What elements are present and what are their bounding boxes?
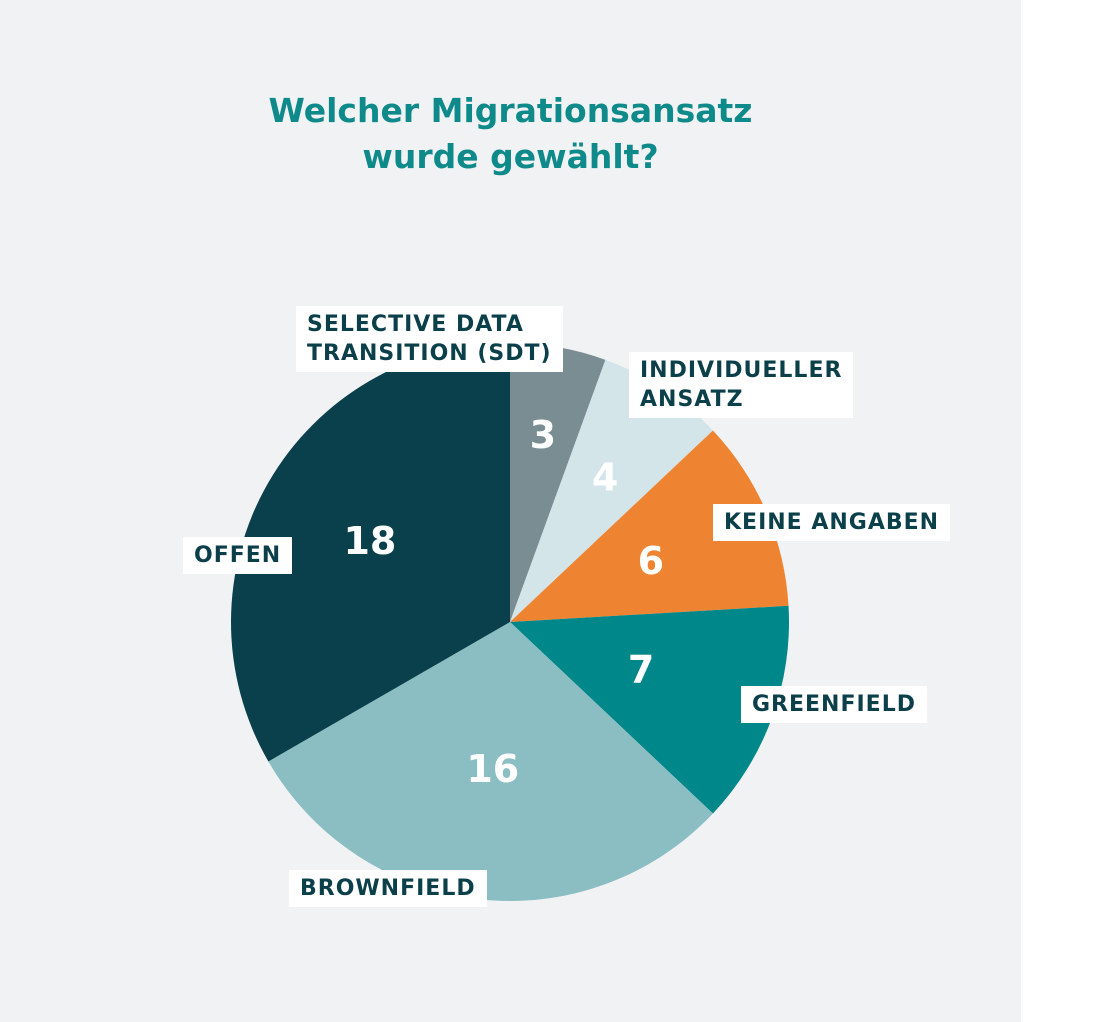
slice-category-label: BROWNFIELD xyxy=(289,870,487,907)
pie-slices xyxy=(231,343,790,902)
slice-category-label-line: KEINE ANGABEN xyxy=(724,510,940,535)
chart-title-line-2: wurde gewählt? xyxy=(362,137,659,176)
pie-slice xyxy=(268,622,713,902)
slice-category-label-line: OFFEN xyxy=(194,543,282,568)
pie-slice xyxy=(510,343,606,622)
slice-category-label: GREENFIELD xyxy=(741,686,927,723)
slice-value-label: 4 xyxy=(592,456,618,500)
slice-category-label: SELECTIVE DATA TRANSITION (SDT) xyxy=(296,306,563,372)
slice-category-label-line: BROWNFIELD xyxy=(300,876,476,901)
pie-value-labels: 346 7 16 18 xyxy=(343,413,664,791)
pie-slice xyxy=(510,430,789,622)
pie-chart: 346 7 16 18 xyxy=(231,343,790,902)
slice-value-label: 6 xyxy=(638,539,664,583)
slice-value-label: 3 xyxy=(530,413,556,457)
chart-title: Welcher Migrationsansatz wurde gewählt? xyxy=(0,88,1021,180)
slice-category-label: KEINE ANGABEN xyxy=(713,504,951,541)
pie-slice xyxy=(510,605,790,814)
pie-slice xyxy=(231,343,510,762)
slice-category-label-line: ANSATZ xyxy=(640,387,744,412)
slice-category-label-line: TRANSITION (SDT) xyxy=(307,341,552,366)
slice-value-label: 18 xyxy=(343,519,396,563)
slice-category-label-line: SELECTIVE DATA xyxy=(307,312,524,337)
slice-category-label: INDIVIDUELLER ANSATZ xyxy=(629,352,854,418)
slice-value-label: 7 xyxy=(628,648,654,692)
slice-category-label: OFFEN xyxy=(183,537,293,574)
pie-slice xyxy=(510,359,713,622)
slice-category-label-line: INDIVIDUELLER xyxy=(640,358,843,383)
slice-category-label-line: GREENFIELD xyxy=(752,692,916,717)
chart-title-line-1: Welcher Migrationsansatz xyxy=(268,91,753,130)
slice-value-label: 16 xyxy=(466,747,519,791)
